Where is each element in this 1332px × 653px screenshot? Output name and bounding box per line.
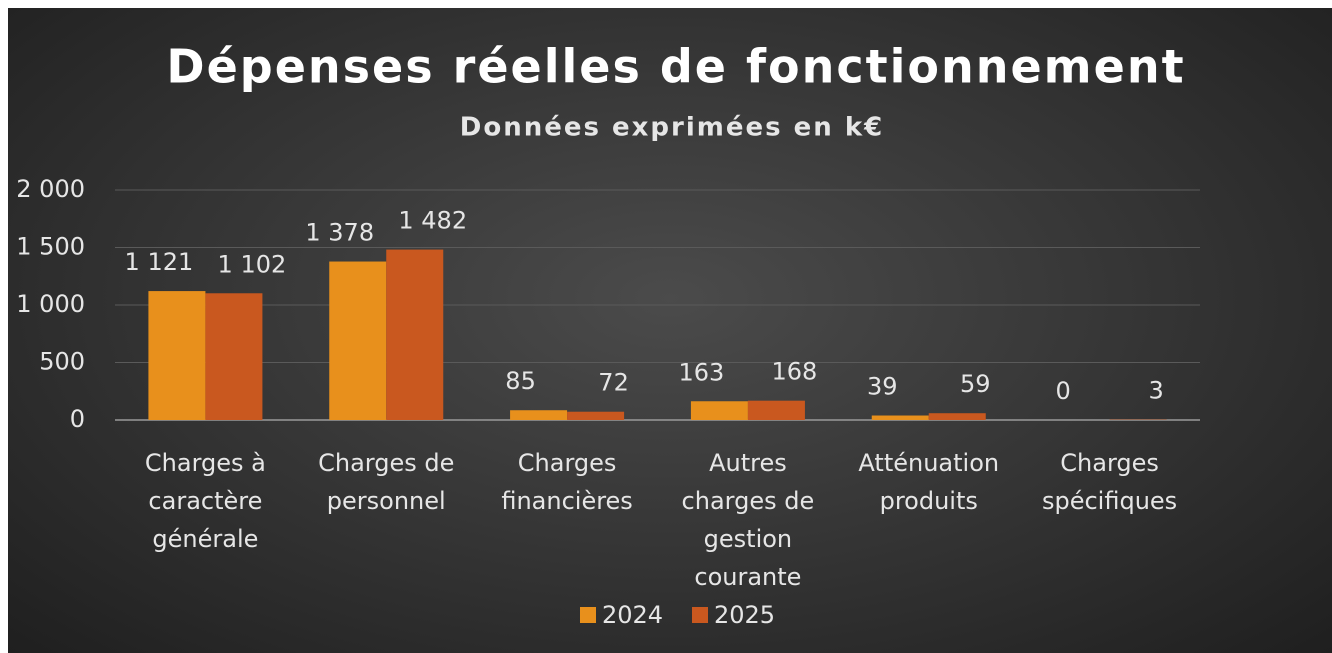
x-tick-label: Charges de personnel [318,449,455,515]
value-label: 72 [598,369,629,397]
value-label: 168 [772,358,818,386]
chart-title: Dépenses réelles de fonctionnement [166,40,1185,94]
value-label: 59 [960,370,991,398]
bar [567,411,625,420]
legend-label: 2025 [714,601,775,629]
y-tick-label: 500 [39,348,85,376]
value-label: 3 [1148,377,1163,405]
value-label: 1 102 [218,250,287,278]
y-tick-label: 1 500 [16,233,85,261]
x-tick-label: Autres charges de gestion courante [681,449,815,591]
bar [329,261,387,420]
bar [148,291,206,420]
value-label: 1 121 [125,248,194,276]
chart-subtitle: Données exprimées en k€ [460,113,884,143]
bar [747,400,805,420]
bar [205,293,263,420]
value-label: 39 [867,373,898,401]
x-tick-label: Charges à caractère générale [144,449,266,553]
y-tick-label: 1 000 [16,290,85,318]
legend-swatch [692,607,708,623]
x-tick-label: Atténuation produits [858,449,1000,515]
legend-label: 2024 [602,601,663,629]
bar [510,410,568,420]
value-label: 85 [505,367,536,395]
bar [386,249,444,420]
y-tick-label: 0 [70,405,85,433]
value-label: 0 [1055,377,1070,405]
value-label: 1 482 [398,207,467,235]
bar [690,401,748,420]
value-label: 1 378 [305,219,374,247]
x-tick-label: Charges spécifiques [1041,449,1178,515]
bar [871,415,929,420]
x-tick-label: Charges financières [501,449,633,515]
value-label: 163 [679,358,725,386]
bar [928,413,986,420]
y-tick-label: 2 000 [16,175,85,203]
legend-swatch [580,607,596,623]
